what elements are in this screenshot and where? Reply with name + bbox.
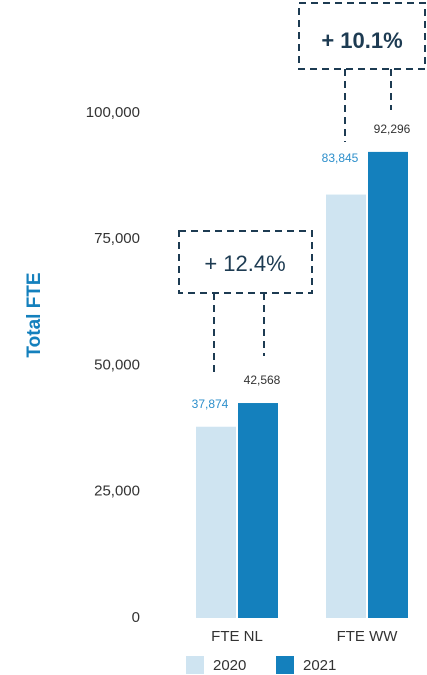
bar bbox=[238, 403, 278, 618]
annotation: + 10.1% bbox=[321, 28, 402, 53]
legend-swatch bbox=[186, 656, 204, 674]
value-label: 37,874 bbox=[192, 397, 229, 411]
value-label: 92,296 bbox=[374, 122, 411, 136]
x-tick-label: FTE WW bbox=[337, 628, 399, 645]
value-label: 83,845 bbox=[322, 151, 359, 165]
annotation-box bbox=[178, 230, 313, 294]
legend-label: 2021 bbox=[303, 657, 336, 674]
y-tick-label: 0 bbox=[132, 609, 140, 626]
bar bbox=[368, 151, 408, 618]
annotation-box bbox=[298, 2, 426, 70]
y-tick-label: 25,000 bbox=[94, 483, 140, 500]
annotation: + 12.4% bbox=[204, 251, 285, 276]
bar bbox=[196, 426, 236, 618]
value-label: 42,568 bbox=[244, 373, 281, 387]
legend-label: 2020 bbox=[213, 657, 246, 674]
y-tick-label: 50,000 bbox=[94, 356, 140, 373]
y-tick-label: 100,000 bbox=[86, 104, 140, 121]
y-tick-label: 75,000 bbox=[94, 230, 140, 247]
x-tick-label: FTE NL bbox=[211, 628, 263, 645]
y-axis-label: Total FTE bbox=[24, 272, 45, 357]
bar bbox=[326, 194, 366, 618]
legend-swatch bbox=[276, 656, 294, 674]
